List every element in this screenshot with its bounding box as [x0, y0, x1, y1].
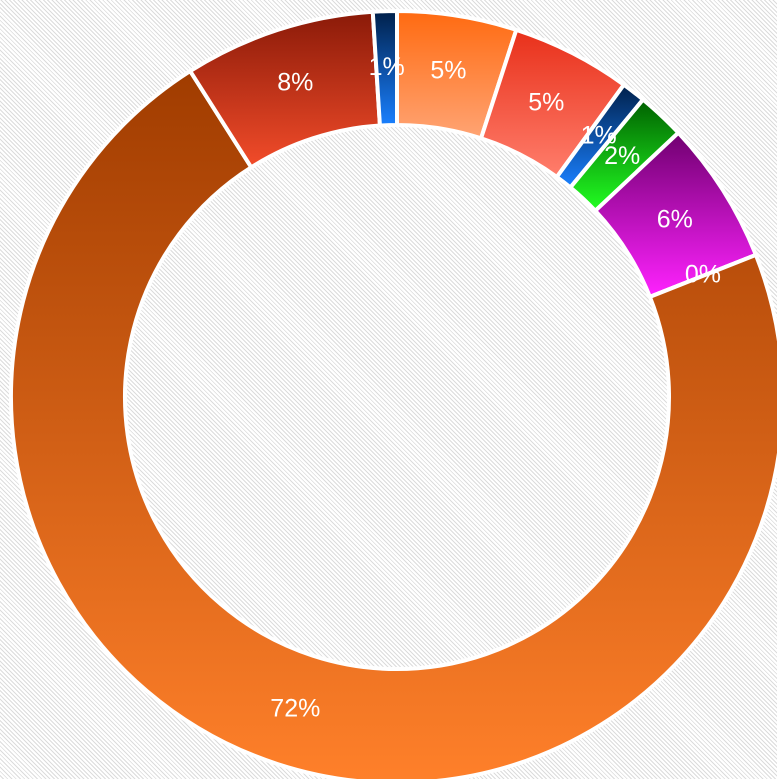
slice — [9, 69, 777, 779]
data-label: 6% — [657, 205, 693, 233]
data-label: 1% — [369, 53, 405, 81]
data-label: 8% — [277, 69, 313, 97]
data-label: 1% — [581, 122, 617, 150]
slice — [370, 9, 399, 128]
data-label: 5% — [430, 57, 466, 85]
data-label: 72% — [270, 695, 320, 723]
data-label: 0% — [685, 260, 721, 288]
data-label: 5% — [528, 88, 564, 116]
data-label: 2% — [604, 142, 640, 170]
